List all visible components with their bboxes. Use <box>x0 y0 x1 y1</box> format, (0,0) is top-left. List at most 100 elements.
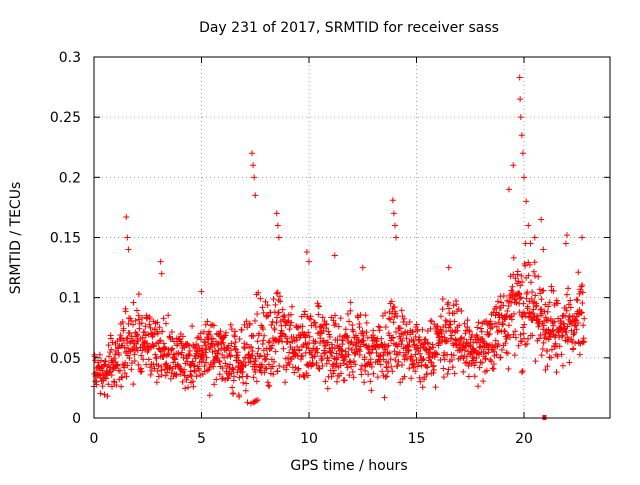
data-point <box>191 362 198 369</box>
y-tick-label: 0.2 <box>59 170 81 186</box>
data-point <box>250 332 257 339</box>
data-point <box>527 279 534 286</box>
data-point <box>111 379 118 386</box>
data-point <box>453 301 460 308</box>
data-point <box>418 362 425 369</box>
data-point <box>239 369 246 376</box>
data-point <box>214 341 221 348</box>
data-point <box>337 315 344 322</box>
data-point <box>490 361 497 368</box>
data-point <box>517 331 524 338</box>
data-point <box>403 335 410 342</box>
data-point <box>120 325 127 332</box>
data-point <box>323 360 330 367</box>
data-point <box>257 295 264 302</box>
data-point <box>539 345 546 352</box>
data-point <box>105 381 112 388</box>
data-point <box>273 319 280 326</box>
x-tick-label: 15 <box>408 431 426 447</box>
data-point <box>517 282 524 289</box>
data-point <box>158 270 165 277</box>
data-point <box>132 317 139 324</box>
data-point <box>411 360 418 367</box>
data-point <box>333 378 340 385</box>
data-point <box>497 354 504 361</box>
data-point <box>321 342 328 349</box>
data-point <box>263 365 270 372</box>
data-point <box>342 326 349 333</box>
data-point <box>393 329 400 336</box>
data-point <box>184 358 191 365</box>
data-point <box>211 381 218 388</box>
data-point <box>123 214 130 221</box>
data-point <box>197 372 204 379</box>
data-point <box>154 368 161 375</box>
data-point <box>391 314 398 321</box>
data-point <box>498 346 505 353</box>
data-point <box>383 373 390 380</box>
data-point <box>299 323 306 330</box>
data-point <box>544 363 551 370</box>
data-point <box>574 297 581 304</box>
data-point <box>531 259 538 266</box>
data-point <box>125 320 132 327</box>
data-point <box>147 371 154 378</box>
data-point <box>153 379 160 386</box>
data-point <box>174 341 181 348</box>
data-point <box>264 312 271 319</box>
data-point <box>548 354 555 361</box>
data-point <box>537 331 544 338</box>
data-point <box>558 333 565 340</box>
data-point <box>288 356 295 363</box>
data-point <box>571 330 578 337</box>
data-point <box>386 315 393 322</box>
data-point <box>538 352 545 359</box>
data-point <box>569 338 576 345</box>
data-point <box>430 369 437 376</box>
data-point <box>117 335 124 342</box>
data-point <box>321 318 328 325</box>
data-point <box>124 362 131 369</box>
data-point <box>113 382 120 389</box>
data-point <box>306 258 312 265</box>
data-point <box>437 356 444 363</box>
data-point <box>186 342 193 349</box>
data-point <box>476 364 483 371</box>
data-point <box>463 359 470 366</box>
data-point <box>373 349 380 356</box>
data-point <box>405 346 412 353</box>
data-point <box>232 328 239 335</box>
data-point <box>214 350 221 357</box>
data-point <box>261 369 268 376</box>
data-point <box>288 319 295 326</box>
data-point <box>307 316 314 323</box>
data-point <box>139 347 146 354</box>
data-point <box>536 335 543 342</box>
data-point <box>501 327 508 334</box>
data-point <box>445 264 452 271</box>
data-point <box>424 364 431 371</box>
data-point <box>580 339 587 346</box>
data-point <box>533 302 540 309</box>
data-point <box>349 368 356 375</box>
data-point <box>375 323 382 330</box>
data-point <box>125 345 132 352</box>
data-point <box>486 330 493 337</box>
data-point <box>363 329 370 336</box>
data-point <box>538 296 545 303</box>
data-point <box>114 362 121 369</box>
data-point <box>540 326 547 333</box>
data-point <box>521 174 527 181</box>
data-point <box>99 367 106 374</box>
data-point <box>221 354 228 361</box>
data-point <box>364 334 371 341</box>
data-point <box>162 361 169 368</box>
data-point <box>437 313 444 320</box>
data-point <box>382 310 389 317</box>
data-point <box>314 300 321 307</box>
data-point <box>410 329 417 336</box>
data-point <box>343 333 350 340</box>
data-point <box>126 330 133 337</box>
data-point <box>542 366 549 373</box>
data-point <box>257 352 264 359</box>
